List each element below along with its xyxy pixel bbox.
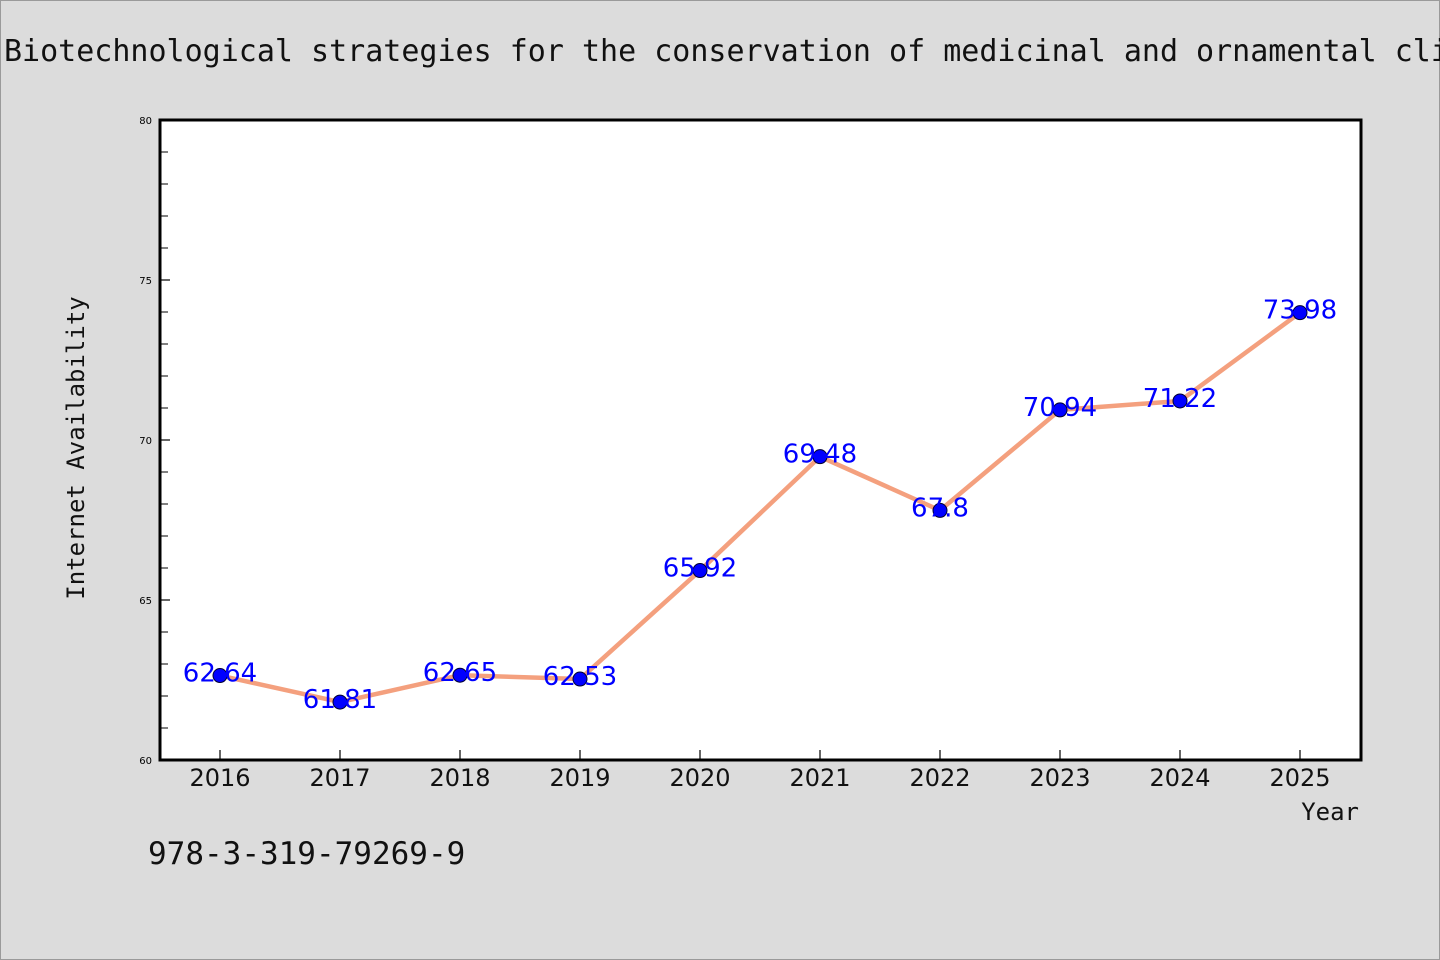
y-tick-label: 75 bbox=[139, 276, 152, 287]
x-axis-ticks: 2016 2017 2018 2019 2020 2021 2022 2023 2024 2025 bbox=[189, 750, 1331, 792]
data-point bbox=[572, 671, 588, 687]
data-label: 61.81 bbox=[303, 685, 377, 715]
series-line bbox=[217, 310, 1303, 705]
data-label: 62.65 bbox=[423, 658, 497, 688]
data-label: 62.53 bbox=[543, 662, 617, 692]
x-tick-label: 2016 bbox=[189, 764, 250, 792]
data-point bbox=[932, 502, 948, 518]
x-tick-label: 2023 bbox=[1029, 764, 1090, 792]
y-tick-label: 80 bbox=[139, 116, 152, 127]
plot-area bbox=[158, 118, 1363, 762]
data-labels: 62.64 61.81 62.65 62.53 65.92 69.48 67.8 70.94 7… bbox=[183, 296, 1337, 715]
data-point bbox=[212, 668, 228, 684]
y-tick-label: 60 bbox=[139, 756, 152, 767]
data-label: 65.92 bbox=[663, 554, 737, 584]
y-axis-title: Internet Availability bbox=[62, 296, 90, 599]
data-point bbox=[332, 694, 348, 710]
y-minor-ticks bbox=[160, 151, 168, 729]
chart-title: Biotechnological strategies for the cons… bbox=[4, 34, 1440, 69]
data-label: 73.98 bbox=[1263, 296, 1337, 326]
data-label: 67.8 bbox=[911, 493, 969, 523]
y-axis-ticks: 60 65 70 75 80 bbox=[139, 116, 170, 767]
data-label: 62.64 bbox=[183, 659, 257, 689]
x-tick-label: 2018 bbox=[429, 764, 490, 792]
x-tick-label: 2024 bbox=[1149, 764, 1210, 792]
data-point bbox=[1052, 402, 1068, 418]
x-tick-label: 2017 bbox=[309, 764, 370, 792]
x-tick-label: 2019 bbox=[549, 764, 610, 792]
footer-code: 978-3-319-79269-9 bbox=[148, 836, 466, 872]
data-point bbox=[1292, 305, 1308, 321]
data-label: 69.48 bbox=[783, 440, 857, 470]
data-point bbox=[692, 563, 708, 579]
y-tick-label: 70 bbox=[139, 436, 152, 447]
data-label: 70.94 bbox=[1023, 393, 1097, 423]
x-tick-label: 2022 bbox=[909, 764, 970, 792]
data-point bbox=[812, 449, 828, 465]
data-point bbox=[452, 667, 468, 683]
x-axis-title: Year bbox=[1301, 798, 1359, 826]
x-tick-label: 2020 bbox=[669, 764, 730, 792]
y-tick-label: 65 bbox=[139, 596, 152, 607]
data-markers bbox=[212, 305, 1308, 710]
data-point bbox=[1172, 393, 1188, 409]
x-tick-label: 2025 bbox=[1269, 764, 1330, 792]
data-label: 71.22 bbox=[1143, 384, 1217, 414]
x-tick-label: 2021 bbox=[789, 764, 850, 792]
